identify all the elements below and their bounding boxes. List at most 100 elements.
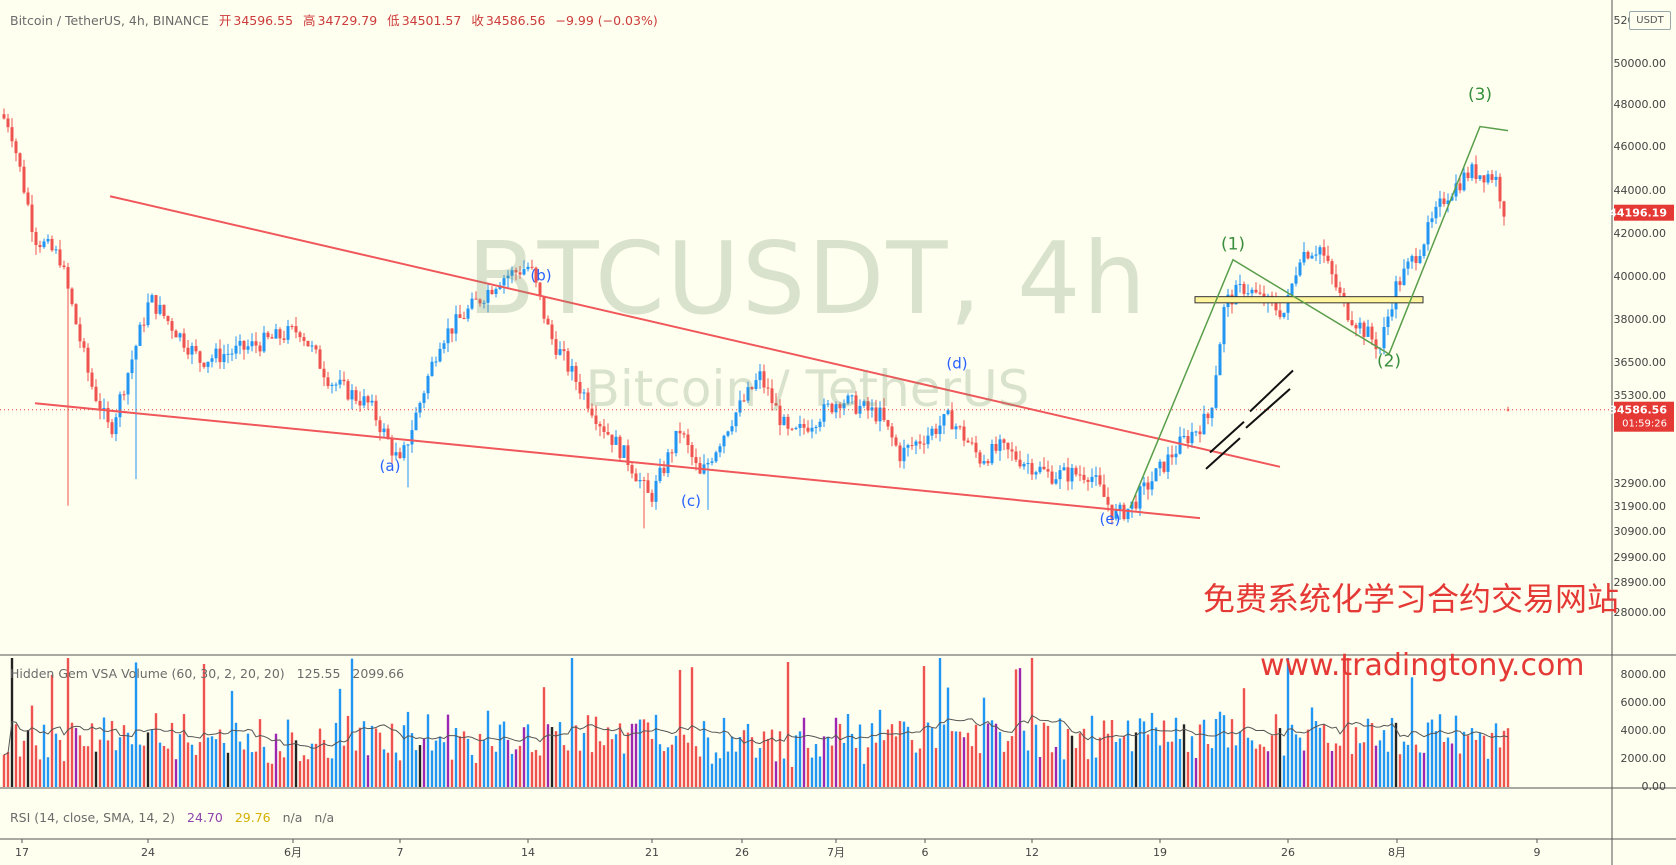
candle-body bbox=[282, 338, 286, 340]
flag-channel-line[interactable] bbox=[1245, 388, 1291, 429]
candle-body bbox=[230, 353, 234, 355]
candle bbox=[922, 435, 926, 454]
candle bbox=[330, 382, 334, 394]
candle-body bbox=[126, 373, 130, 395]
volume-bar bbox=[178, 734, 182, 787]
candle-body bbox=[802, 423, 806, 428]
volume-bar bbox=[502, 721, 506, 787]
candle-body bbox=[334, 384, 338, 386]
flag-channel-line[interactable] bbox=[1249, 369, 1294, 413]
candle bbox=[1038, 461, 1042, 475]
candle-body bbox=[118, 394, 122, 418]
wave-label[interactable]: (2) bbox=[1377, 351, 1401, 371]
candle bbox=[894, 434, 898, 448]
volume-bar bbox=[302, 755, 306, 787]
volume-bar bbox=[350, 658, 354, 787]
candle-body bbox=[166, 316, 170, 322]
volume-indicator-legend[interactable]: Hidden Gem VSA Volume (60, 30, 2, 20, 20… bbox=[10, 666, 404, 681]
candle-body bbox=[1198, 431, 1202, 435]
trendline-upper[interactable] bbox=[109, 195, 1281, 468]
candle-body bbox=[1190, 431, 1194, 444]
wave-annotations: (a) (b) (c) (d) (e) (1) (2) (3) bbox=[34, 85, 1509, 528]
volume-bar bbox=[1154, 727, 1158, 787]
candle-body bbox=[626, 445, 630, 466]
volume-bar bbox=[166, 748, 170, 787]
volume-bar bbox=[1178, 738, 1182, 787]
candle-body bbox=[342, 379, 346, 382]
candle-body bbox=[766, 387, 770, 389]
volume-bar bbox=[150, 729, 154, 787]
volume-bar bbox=[978, 753, 982, 787]
candle bbox=[794, 426, 798, 431]
flag-channel-line[interactable] bbox=[1205, 437, 1241, 470]
flag-channel-line[interactable] bbox=[1209, 420, 1245, 454]
wave-label[interactable]: (c) bbox=[681, 492, 701, 510]
volume-bar bbox=[614, 734, 618, 787]
volume-bar bbox=[518, 745, 522, 787]
candle-body bbox=[402, 445, 406, 459]
currency-badge[interactable]: USDT bbox=[1629, 11, 1671, 30]
candle-body bbox=[462, 317, 466, 319]
candle-body bbox=[1034, 472, 1038, 475]
promo-url[interactable]: www.tradingtony.com bbox=[1260, 648, 1585, 683]
candle bbox=[162, 304, 166, 319]
candle bbox=[306, 340, 310, 347]
candle-body bbox=[162, 304, 166, 317]
candle-body bbox=[390, 438, 394, 456]
wave-label[interactable]: (d) bbox=[946, 354, 967, 372]
volume-bar bbox=[1366, 718, 1370, 787]
candle-body bbox=[322, 368, 326, 378]
volume-bar bbox=[1094, 757, 1098, 787]
volume-bar bbox=[1122, 736, 1126, 787]
candle bbox=[686, 428, 690, 454]
candle-body bbox=[466, 308, 470, 319]
volume-bar bbox=[1474, 739, 1478, 787]
wave-label[interactable]: (3) bbox=[1468, 85, 1492, 105]
candle-body bbox=[10, 127, 14, 142]
candle-body bbox=[1106, 496, 1110, 505]
candle-body bbox=[286, 326, 290, 340]
trendline-lower[interactable] bbox=[34, 402, 1201, 520]
candle bbox=[126, 372, 130, 405]
volume-bar bbox=[902, 721, 906, 787]
wave-label[interactable]: (b) bbox=[530, 266, 551, 284]
impulse-wave-path[interactable] bbox=[1129, 125, 1509, 509]
candle bbox=[2, 108, 6, 120]
volume-bar bbox=[786, 662, 790, 787]
candle-body bbox=[122, 394, 126, 396]
volume-bar bbox=[1138, 718, 1142, 787]
volume-bar bbox=[806, 747, 810, 787]
candle-body bbox=[974, 442, 978, 453]
candle bbox=[754, 373, 758, 391]
candle bbox=[1094, 466, 1098, 486]
wave-label[interactable]: (e) bbox=[1100, 510, 1121, 528]
candle-body bbox=[646, 480, 650, 493]
volume-bar bbox=[974, 724, 978, 787]
volume-bar bbox=[186, 742, 190, 787]
candle bbox=[146, 293, 150, 328]
volume-bar bbox=[642, 719, 646, 787]
candle-body bbox=[942, 414, 946, 426]
candle-body bbox=[870, 407, 874, 411]
wave-label[interactable]: (1) bbox=[1221, 235, 1245, 255]
price-tick-label: 40000.00 bbox=[1614, 270, 1667, 283]
rsi-indicator-legend[interactable]: RSI (14, close, SMA, 14, 2) 24.70 29.76 … bbox=[10, 810, 334, 825]
volume-bar bbox=[1298, 737, 1302, 787]
candle bbox=[1418, 249, 1422, 265]
wave-label[interactable]: (a) bbox=[380, 457, 401, 475]
candle-body bbox=[1054, 479, 1058, 484]
candle bbox=[246, 339, 250, 354]
volume-bar bbox=[470, 754, 474, 787]
candle-body bbox=[1074, 467, 1078, 475]
candle bbox=[1150, 471, 1154, 496]
volume-bar bbox=[1450, 743, 1454, 787]
volume-bar bbox=[882, 740, 886, 787]
candle-body bbox=[1490, 174, 1494, 180]
candle-body bbox=[242, 340, 246, 350]
candle-body bbox=[850, 395, 854, 397]
resistance-zone[interactable] bbox=[1194, 296, 1424, 304]
volume-bar bbox=[1182, 724, 1186, 787]
volume-bar bbox=[118, 737, 122, 787]
candle bbox=[258, 341, 262, 357]
